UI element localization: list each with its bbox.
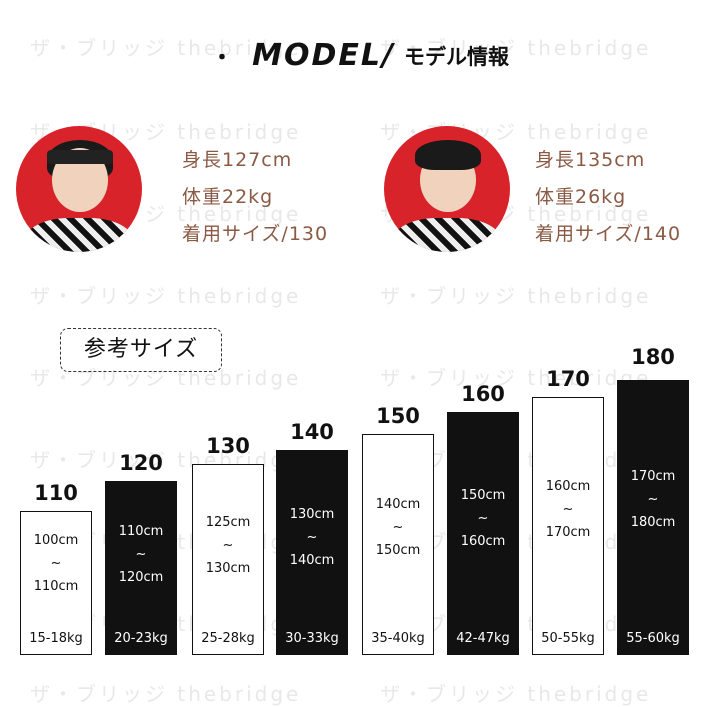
weight-range: 30-33kg <box>285 631 339 646</box>
tilde: ~ <box>477 511 489 526</box>
photo-headband <box>47 150 113 164</box>
weight-range: 25-28kg <box>201 631 255 646</box>
height-from: 150cm <box>460 488 506 503</box>
height-to: 140cm <box>289 553 335 568</box>
size-label: 180 <box>631 345 675 369</box>
size-label: 110 <box>34 481 78 505</box>
title-bullet: ・ <box>210 45 233 71</box>
photo-body <box>24 218 134 252</box>
height-to: 170cm <box>545 525 591 540</box>
height-to: 150cm <box>375 543 421 558</box>
watermark: ザ・ブリッジ thebridge <box>30 284 302 308</box>
weight-range: 55-60kg <box>626 631 680 646</box>
size-label: 170 <box>546 367 590 391</box>
size-label: 130 <box>206 434 250 458</box>
model-photo-girl <box>16 126 142 252</box>
model-weight: 体重26kg <box>535 186 627 208</box>
weight-range: 35-40kg <box>371 631 425 646</box>
watermark: ザ・ブリッジ thebridge <box>30 682 302 706</box>
photo-hair <box>415 140 481 170</box>
photo-body <box>392 218 502 252</box>
size-bar: 100cm ~ 110cm 15-18kg <box>20 511 92 655</box>
watermark: ザ・ブリッジ thebridge <box>380 284 652 308</box>
model-photo-boy <box>384 126 510 252</box>
weight-range: 15-18kg <box>29 631 83 646</box>
tilde: ~ <box>222 538 234 553</box>
size-label: 150 <box>376 404 420 428</box>
model-size: 着用サイズ/140 <box>535 223 682 245</box>
size-label: 120 <box>119 451 163 475</box>
tilde: ~ <box>647 492 659 507</box>
watermark: ザ・ブリッジ thebridge <box>380 682 652 706</box>
height-from: 160cm <box>545 479 591 494</box>
height-to: 180cm <box>630 515 676 530</box>
model-size: 着用サイズ/130 <box>182 223 329 245</box>
tilde: ~ <box>562 502 574 517</box>
weight-range: 50-55kg <box>541 631 595 646</box>
model-info-1: 身長127cm 体重22kg 着用サイズ/130 <box>182 142 328 253</box>
tilde: ~ <box>50 556 62 571</box>
height-to: 120cm <box>118 570 164 585</box>
size-bar: 110cm ~ 120cm 20-23kg <box>105 481 177 655</box>
title-english: MODEL/ <box>252 38 395 73</box>
size-bar: 125cm ~ 130cm 25-28kg <box>192 464 264 655</box>
weight-range: 20-23kg <box>114 631 168 646</box>
size-bar: 130cm ~ 140cm 30-33kg <box>276 450 348 655</box>
size-bar: 140cm ~ 150cm 35-40kg <box>362 434 434 655</box>
size-bar: 150cm ~ 160cm 42-47kg <box>447 412 519 655</box>
height-from: 130cm <box>289 507 335 522</box>
height-from: 100cm <box>33 533 79 548</box>
height-from: 140cm <box>375 497 421 512</box>
section-title: ・ MODEL/ モデル情報 <box>0 38 720 73</box>
model-weight: 体重22kg <box>182 186 274 208</box>
tilde: ~ <box>135 547 147 562</box>
size-label: 160 <box>461 382 505 406</box>
height-to: 130cm <box>205 561 251 576</box>
tilde: ~ <box>392 520 404 535</box>
title-japanese: モデル情報 <box>404 44 510 69</box>
model-info-2: 身長135cm 体重26kg 着用サイズ/140 <box>535 142 681 253</box>
reference-size-label: 参考サイズ <box>60 328 222 372</box>
model-height: 身長135cm <box>535 149 646 171</box>
height-to: 160cm <box>460 534 506 549</box>
height-to: 110cm <box>33 579 79 594</box>
size-label: 140 <box>290 420 334 444</box>
model-height: 身長127cm <box>182 149 293 171</box>
tilde: ~ <box>306 530 318 545</box>
size-bar: 160cm ~ 170cm 50-55kg <box>532 397 604 655</box>
weight-range: 42-47kg <box>456 631 510 646</box>
height-from: 170cm <box>630 469 676 484</box>
height-from: 110cm <box>118 524 164 539</box>
size-bar: 170cm ~ 180cm 55-60kg <box>617 380 689 655</box>
height-from: 125cm <box>205 515 251 530</box>
